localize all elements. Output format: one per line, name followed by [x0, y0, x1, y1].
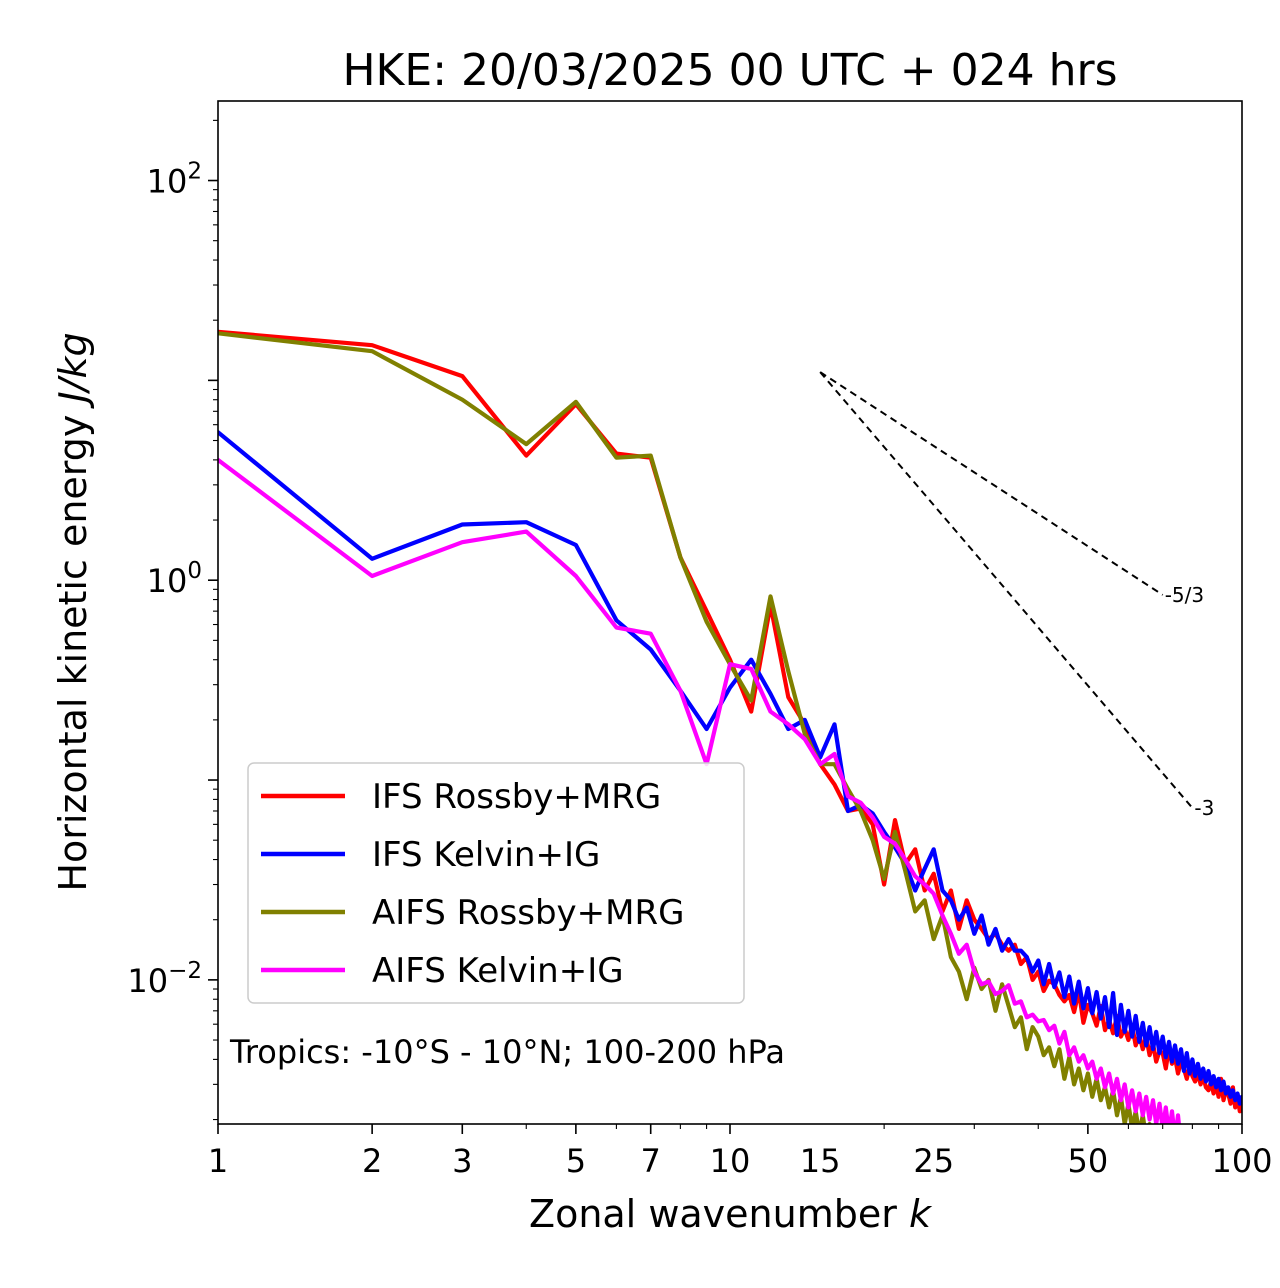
x-tick-label: 5 [566, 1142, 586, 1180]
reference-slopes [819, 371, 1194, 809]
x-tick-label: 1 [208, 1142, 228, 1180]
x-tick-label: 15 [800, 1142, 841, 1180]
legend: IFS Rossby+MRG IFS Kelvin+IG AIFS Rossby+M… [247, 762, 745, 1004]
x-tick-label: 2 [362, 1142, 382, 1180]
series-lines [218, 329, 1242, 1124]
reference-slope-labels: -5/3 -3 [1165, 583, 1215, 820]
x-axis-label: Zonal wavenumber k [529, 1192, 933, 1236]
x-tick-label: 100 [1211, 1142, 1272, 1180]
plot-frame [217, 100, 1243, 1125]
region-annotation: Tropics: -10°S - 10°N; 100-200 hPa [229, 1033, 785, 1071]
reference-slope-line [819, 371, 1164, 596]
x-tick-label: 50 [1068, 1142, 1109, 1180]
reference-slope-label: -3 [1194, 796, 1214, 820]
legend-label: IFS Kelvin+IG [372, 835, 600, 875]
series-line [218, 430, 1242, 1106]
y-axis-label: Horizontal kinetic energy J/kg [51, 332, 95, 891]
chart-title: HKE: 20/03/2025 00 UTC + 024 hrs [342, 45, 1117, 96]
reference-slope-label: -5/3 [1165, 583, 1204, 607]
y-tick-labels: 102 100 10−2 [127, 159, 202, 1000]
legend-box [247, 762, 745, 1004]
x-tick-label: 3 [452, 1142, 472, 1180]
x-tick-labels: 1 2 3 5 7 10 15 25 50 100 [208, 1142, 1273, 1180]
axis-ticks [208, 119, 1243, 1134]
y-tick-label: 10−2 [127, 958, 202, 1000]
x-tick-label: 7 [641, 1142, 661, 1180]
x-tick-label: 10 [710, 1142, 751, 1180]
y-tick-label: 100 [147, 558, 202, 600]
legend-label: IFS Rossby+MRG [372, 777, 661, 817]
series-line [218, 331, 1152, 1124]
legend-label: AIFS Kelvin+IG [372, 951, 624, 991]
legend-label: AIFS Rossby+MRG [372, 893, 684, 933]
series-line [218, 457, 1182, 1124]
y-tick-label: 102 [147, 159, 202, 201]
x-tick-label: 25 [913, 1142, 954, 1180]
